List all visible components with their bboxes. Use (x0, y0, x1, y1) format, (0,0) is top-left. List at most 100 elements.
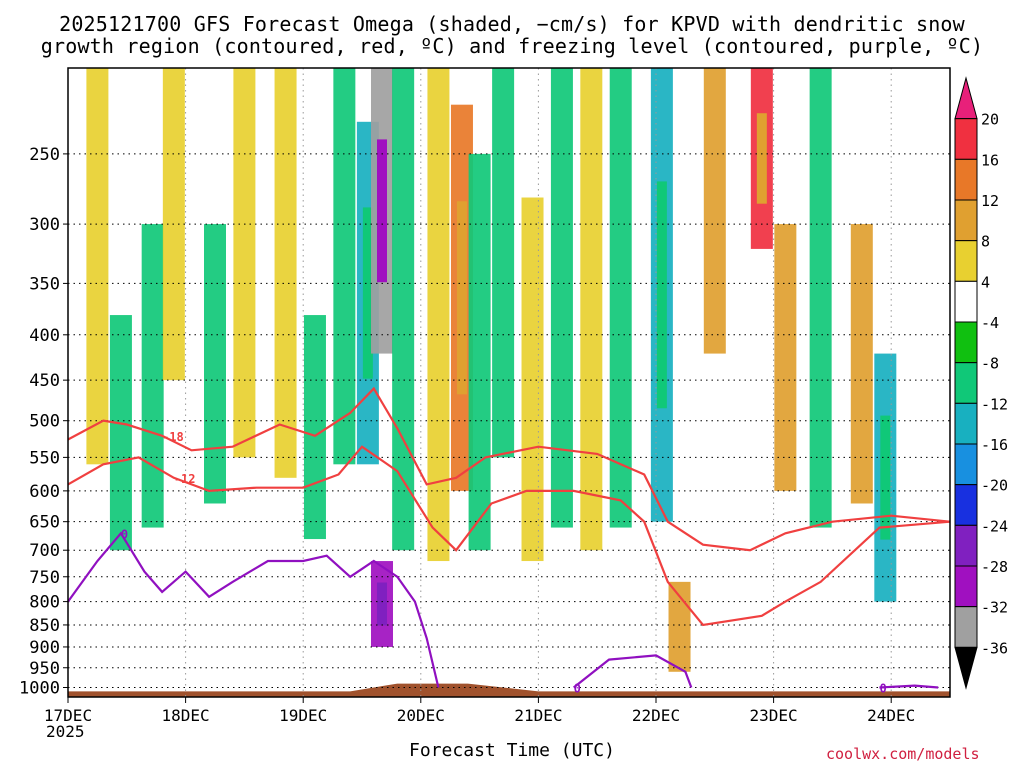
y-tick-label: 650 (29, 513, 60, 533)
omega-cell (774, 224, 797, 491)
freezing-level-contour-label: 0 (879, 681, 886, 695)
chart-title-line1: 2025121700 GFS Forecast Omega (shaded, −… (59, 12, 965, 36)
colorbar-label: -16 (981, 436, 1008, 454)
year-label: 2025 (46, 722, 85, 741)
plot-frame (67, 67, 951, 698)
omega-cell (809, 68, 832, 528)
omega-cell (233, 68, 256, 458)
y-tick-label: 950 (29, 659, 60, 679)
y-tick-label: 350 (29, 274, 60, 294)
colorbar-label: -12 (981, 395, 1008, 413)
colorbar-segment (954, 524, 978, 567)
omega-cell (880, 415, 891, 540)
y-tick-label: 600 (29, 482, 60, 502)
colorbar-segment (954, 565, 978, 608)
freezing-level-contour-label: 0 (574, 681, 581, 695)
colorbar-segment (954, 158, 978, 201)
dgz-contour-label: -12 (174, 472, 196, 486)
x-tick-label: 17DEC (44, 706, 92, 725)
y-tick-label: 800 (29, 593, 60, 613)
omega-shading-layer (86, 68, 897, 672)
colorbar-segment (954, 362, 978, 404)
colorbar-segment (954, 240, 978, 282)
x-tick-label: 21DEC (514, 706, 562, 725)
y-tick-label: 550 (29, 448, 60, 468)
omega-cell (521, 197, 544, 562)
colorbar-cap (954, 76, 978, 120)
omega-cell (850, 224, 873, 504)
colorbar-label: -32 (981, 599, 1008, 617)
x-tick-label: 20DEC (397, 706, 445, 725)
freezing-level-contour (879, 684, 939, 689)
gridlines (67, 68, 950, 697)
omega-cell (468, 153, 491, 551)
freezing-level-contour-label: 0 (121, 527, 128, 541)
terrain-strip (68, 683, 950, 697)
omega-cell (456, 201, 467, 395)
colorbar-label: -24 (981, 517, 1008, 535)
omega-cell (362, 207, 373, 379)
y-tick-label: 300 (29, 215, 60, 235)
freezing-level-contour (573, 654, 693, 689)
omega-cell (333, 68, 356, 465)
dgz-contour (67, 386, 951, 552)
omega-cell (109, 315, 132, 551)
omega-cell (656, 181, 667, 409)
colorbar-segment (954, 443, 978, 486)
colorbar-label: 12 (981, 192, 999, 210)
omega-cell (609, 68, 632, 528)
x-tick-label: 24DEC (867, 706, 915, 725)
omega-cell (274, 68, 297, 478)
x-tick-label: 22DEC (632, 706, 680, 725)
colorbar-segment (954, 118, 978, 160)
colorbar-label: -20 (981, 477, 1008, 495)
omega-cell (756, 113, 767, 204)
freezing-level-contour (67, 531, 440, 688)
colorbar-segment (954, 321, 978, 364)
x-tick-label: 23DEC (750, 706, 798, 725)
omega-cell (580, 68, 603, 551)
colorbar-label: -4 (981, 314, 999, 332)
colorbar-segment (954, 402, 978, 445)
dgz-contour-label: -18 (162, 430, 184, 444)
colorbar-label: -28 (981, 558, 1008, 576)
colorbar-cap (954, 646, 978, 690)
y-tick-label: 250 (29, 145, 60, 165)
omega-cell (427, 68, 450, 562)
colorbar-segment (954, 606, 978, 648)
omega-cell (303, 315, 326, 540)
y-tick-label: 500 (29, 412, 60, 432)
colorbar: 20 16 12 8 4 -4 -8 -12 -16 -20 -24 -28 -32 -36 (954, 76, 1008, 690)
colorbar-segment (954, 280, 978, 323)
colorbar-label: -36 (981, 639, 1008, 657)
y-tick-label: 1000 (19, 678, 60, 698)
colorbar-segment (954, 484, 978, 526)
x-axis-label: Forecast Time (UTC) (409, 740, 615, 761)
omega-cell (550, 68, 573, 528)
y-tick-label: 700 (29, 541, 60, 561)
omega-cell (141, 224, 164, 528)
colorbar-label: 4 (981, 273, 990, 291)
omega-cell (376, 139, 387, 283)
colorbar-label: 20 (981, 111, 999, 129)
y-tick-label: 850 (29, 616, 60, 636)
omega-cell (492, 68, 515, 458)
dgz-contour (67, 445, 951, 627)
omega-cell (392, 68, 415, 551)
colorbar-label: 16 (981, 151, 999, 169)
colorbar-segment (954, 199, 978, 242)
y-tick-label: 400 (29, 326, 60, 346)
x-tick-label: 18DEC (162, 706, 210, 725)
colorbar-label: 8 (981, 233, 990, 251)
colorbar-label: -8 (981, 355, 999, 373)
omega-cell (703, 68, 726, 354)
y-tick-label: 900 (29, 638, 60, 658)
x-tick-label: 19DEC (279, 706, 327, 725)
chart-title-line2: growth region (contoured, red, ºC) and f… (40, 34, 984, 58)
y-tick-label: 450 (29, 371, 60, 391)
omega-cell (204, 224, 226, 504)
y-tick-label: 750 (29, 568, 60, 588)
omega-cell (376, 582, 387, 626)
omega-cell (86, 68, 109, 465)
